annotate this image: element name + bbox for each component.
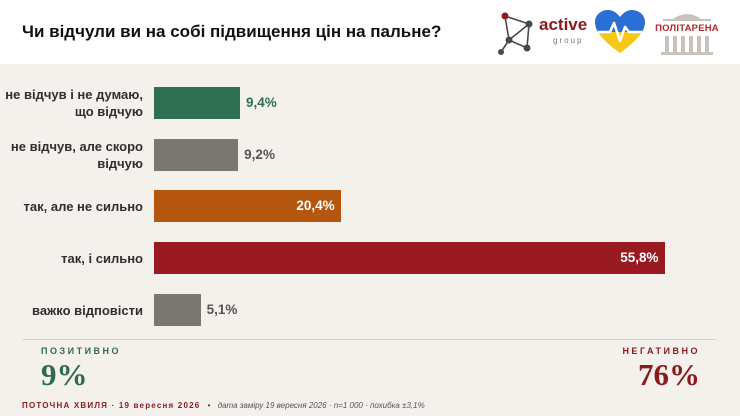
category-label: не відчув і не думаю, що відчую bbox=[5, 87, 143, 119]
parliament-icon bbox=[661, 14, 713, 55]
divider bbox=[22, 339, 716, 340]
value-label: 9,4% bbox=[246, 95, 277, 110]
value-label: 9,2% bbox=[244, 147, 275, 162]
politarena-name: ПОЛІТАРЕНА bbox=[655, 23, 719, 34]
value-label: 20,4% bbox=[296, 198, 335, 213]
logo-subtext: group bbox=[553, 36, 584, 45]
politarena-logo: ПОЛІТАРЕНА bbox=[655, 10, 719, 56]
category-label: так, і сильно bbox=[61, 250, 143, 266]
survey-meta: дата заміру 19 вересня 2026 · n=1 000 · … bbox=[217, 401, 425, 410]
footer: ПОТОЧНА ХВИЛЯ · 19 вересня 2026 • дата з… bbox=[22, 401, 425, 410]
value-label: 55,8% bbox=[620, 250, 659, 265]
positive-label: ПОЗИТИВНО bbox=[41, 346, 122, 356]
header: Чи відчули ви на собі підвищення цін на … bbox=[0, 0, 740, 64]
footer-separator: • bbox=[207, 401, 211, 410]
bar bbox=[154, 87, 240, 119]
category-label: не відчув, але скоро відчую bbox=[10, 139, 143, 171]
heart-icon bbox=[595, 10, 645, 53]
chart-panel bbox=[0, 64, 740, 416]
ukraine-heart-logo bbox=[594, 9, 646, 55]
bar bbox=[154, 139, 239, 171]
category-label: важко відповісти bbox=[32, 302, 143, 318]
bar bbox=[154, 190, 341, 222]
active-group-logo: active group bbox=[497, 10, 587, 56]
category-label: так, але не сильно bbox=[23, 198, 143, 214]
network-icon bbox=[498, 12, 533, 55]
negative-value: 76% bbox=[638, 357, 700, 392]
positive-value: 9% bbox=[41, 357, 88, 392]
bar bbox=[154, 294, 201, 326]
chart-title: Чи відчули ви на собі підвищення цін на … bbox=[22, 22, 442, 41]
bar bbox=[154, 242, 665, 274]
logo-text: active bbox=[539, 15, 588, 34]
negative-label: НЕГАТИВНО bbox=[622, 346, 700, 356]
value-label: 5,1% bbox=[206, 302, 238, 317]
survey-wave: ПОТОЧНА ХВИЛЯ · 19 вересня 2026 bbox=[22, 401, 201, 410]
